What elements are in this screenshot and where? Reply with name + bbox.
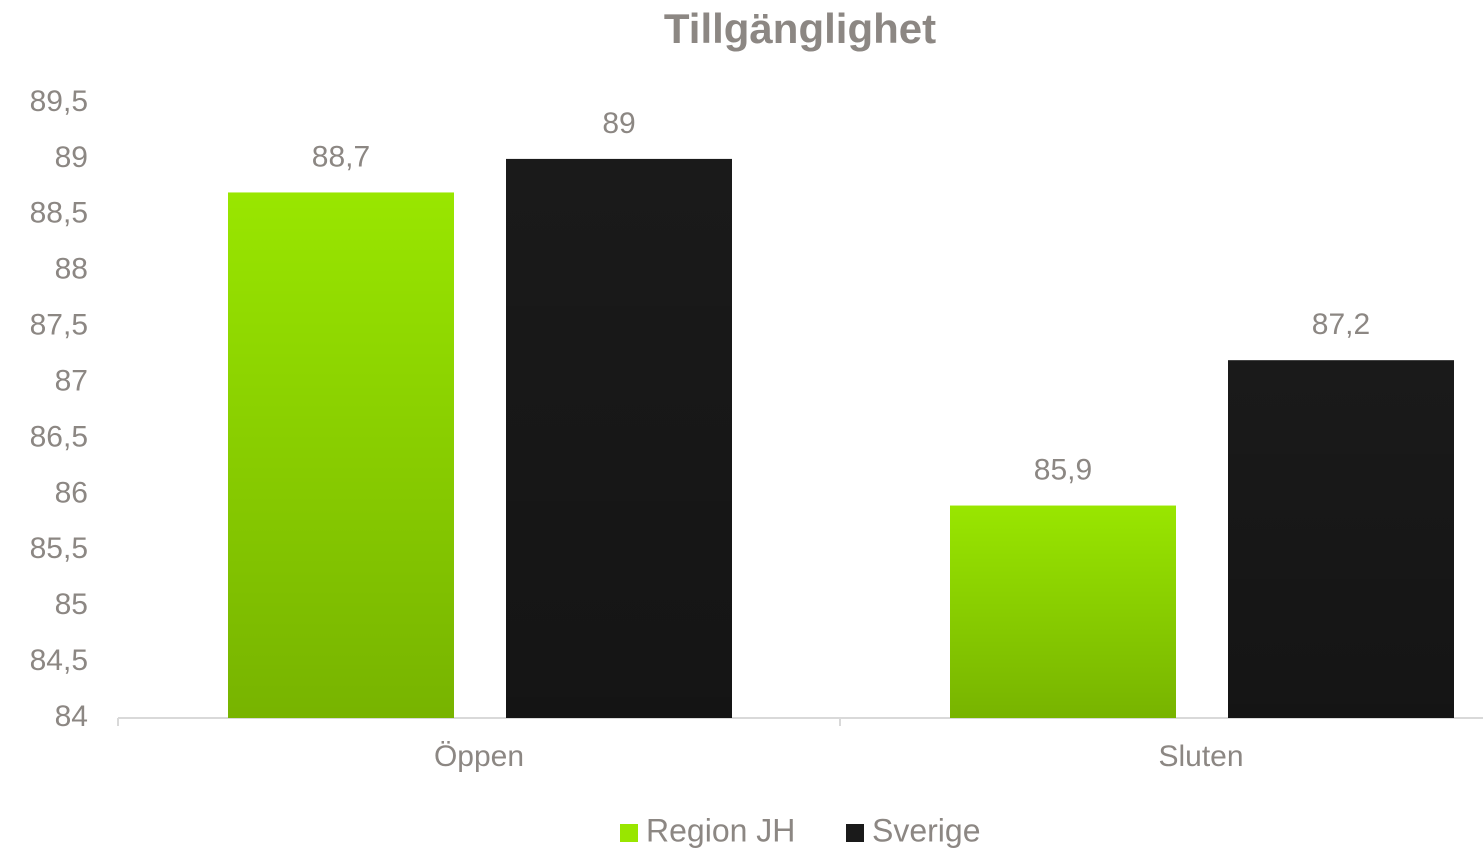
y-tick-label: 84: [55, 700, 88, 733]
bar-shade: [506, 158, 732, 719]
y-tick-label: 89: [55, 141, 88, 174]
legend-label: Sverige: [872, 812, 981, 848]
y-tick-label: 86: [55, 476, 88, 509]
legend-swatch: [620, 824, 638, 842]
data-label: 89: [602, 107, 635, 140]
y-tick-label: 87: [55, 364, 88, 397]
legend-label: Region JH: [646, 812, 795, 848]
y-tick-label: 85,5: [30, 532, 88, 565]
legend-swatch: [846, 824, 864, 842]
data-label: 85,9: [1034, 453, 1092, 486]
y-tick-label: 84,5: [30, 644, 88, 677]
data-label: 87,2: [1312, 308, 1370, 341]
bar-shade: [950, 505, 1176, 718]
y-tick-label: 87,5: [30, 309, 88, 342]
x-tick-label: Öppen: [434, 740, 524, 773]
y-tick-label: 88,5: [30, 197, 88, 230]
x-tick-label: Sluten: [1158, 740, 1243, 773]
bar-shade: [1228, 360, 1454, 718]
y-tick-label: 88: [55, 253, 88, 286]
y-tick-label: 89,5: [30, 85, 88, 118]
y-tick-label: 86,5: [30, 420, 88, 453]
data-label: 88,7: [312, 140, 370, 173]
y-tick-label: 85: [55, 588, 88, 621]
bar-shade: [228, 192, 454, 719]
chart-title: Tillgänglighet: [664, 5, 936, 52]
